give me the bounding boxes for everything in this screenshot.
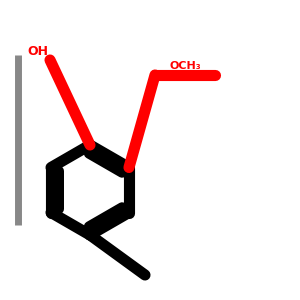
Text: OH: OH — [27, 45, 48, 58]
Text: OCH₃: OCH₃ — [169, 61, 201, 71]
